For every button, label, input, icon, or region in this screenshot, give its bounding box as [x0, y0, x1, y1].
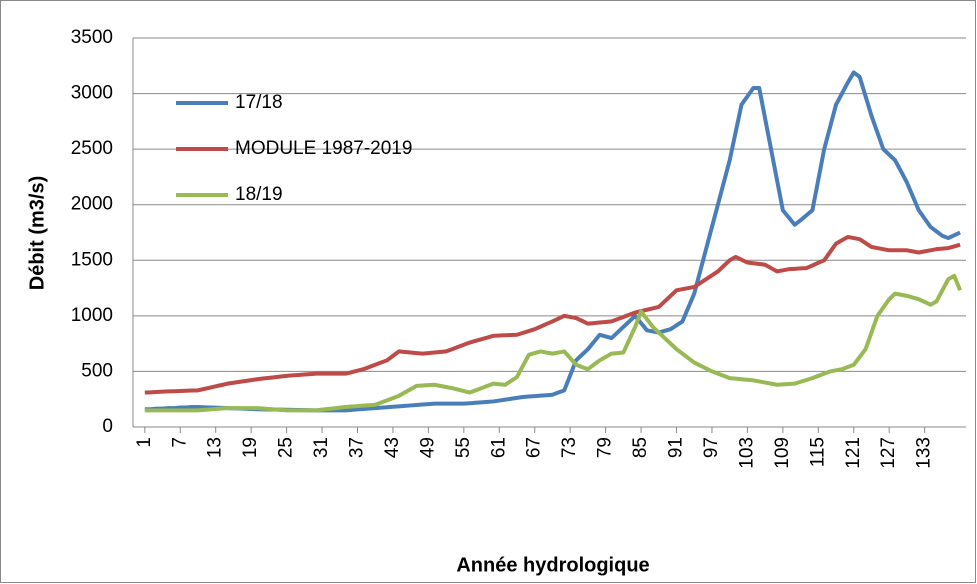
x-axis-title: Année hydrologique	[456, 554, 649, 576]
y-tick-label: 3000	[71, 83, 113, 104]
x-tick-label: 97	[701, 437, 722, 458]
legend-label: 18/19	[235, 184, 283, 205]
x-tick-label: 67	[524, 437, 545, 458]
y-tick-label: 1500	[71, 249, 113, 270]
x-tick-label: 19	[240, 437, 261, 458]
x-tick-label: 43	[382, 437, 403, 458]
y-tick-label: 0	[102, 416, 113, 437]
x-tick-label: 37	[347, 437, 368, 458]
y-tick-label: 3500	[71, 27, 113, 48]
x-tick-label: 133	[914, 437, 935, 469]
x-tick-label: 55	[453, 437, 474, 458]
x-tick-label: 13	[205, 437, 226, 458]
legend-label: MODULE 1987-2019	[235, 138, 412, 159]
x-tick-label: 103	[736, 437, 757, 469]
y-tick-label: 2000	[71, 194, 113, 215]
x-tick-label: 1	[134, 437, 155, 448]
x-tick-label: 73	[559, 437, 580, 458]
y-tick-label: 1000	[71, 305, 113, 326]
y-axis-title: Débit (m3/s)	[26, 176, 48, 290]
series-line	[144, 234, 961, 395]
x-tick-label: 31	[311, 437, 332, 458]
y-tick-label: 2500	[71, 138, 113, 159]
x-tick-label: 49	[417, 437, 438, 458]
series-line	[144, 273, 962, 413]
x-tick-label: 85	[630, 437, 651, 458]
x-tick-label: 79	[595, 437, 616, 458]
x-tick-label: 127	[878, 437, 899, 469]
y-tick-label: 500	[81, 360, 113, 381]
x-tick-label: 25	[276, 437, 297, 458]
x-tick-label: 109	[772, 437, 793, 469]
x-tick-label: 7	[169, 437, 190, 448]
legend-label: 17/18	[235, 92, 283, 113]
x-tick-label: 121	[843, 437, 864, 469]
x-tick-label: 91	[666, 437, 687, 458]
x-tick-label: 61	[488, 437, 509, 458]
x-tick-label: 115	[807, 437, 828, 467]
